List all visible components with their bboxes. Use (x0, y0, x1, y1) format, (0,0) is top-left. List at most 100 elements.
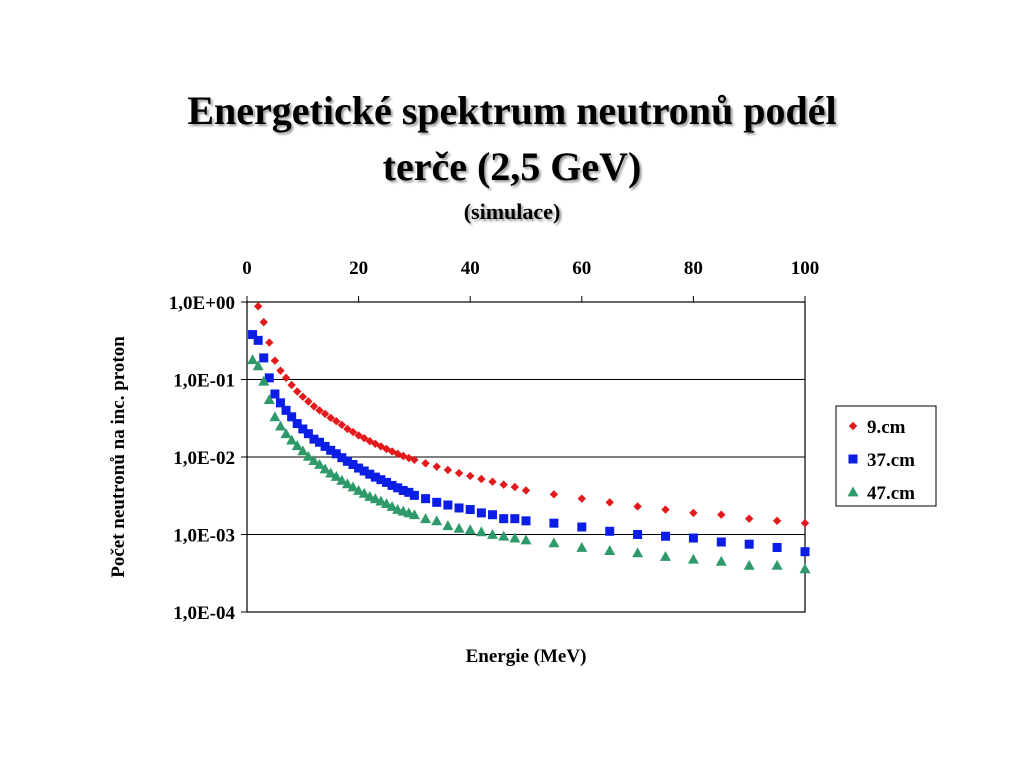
data-point (476, 508, 486, 518)
data-point (270, 389, 280, 399)
data-point (549, 518, 559, 528)
y-tick-label: 1,0E-03 (173, 526, 235, 547)
data-point (442, 520, 454, 531)
data-point (386, 500, 398, 511)
data-point (332, 416, 341, 426)
data-point (337, 420, 347, 430)
data-point (348, 460, 358, 470)
data-point (432, 462, 441, 471)
data-point (499, 514, 509, 524)
data-series (247, 302, 811, 574)
data-point (717, 510, 726, 519)
data-point (370, 472, 380, 482)
data-point (453, 522, 465, 533)
data-point (265, 338, 274, 347)
data-point (308, 455, 320, 465)
data-point (264, 373, 274, 383)
data-point (475, 526, 487, 537)
data-point (689, 508, 698, 518)
data-point (521, 516, 531, 526)
data-point (443, 465, 453, 475)
data-point (369, 493, 381, 504)
data-point (314, 459, 326, 469)
data-point (347, 481, 359, 492)
data-point (661, 505, 670, 514)
series-47-cm (247, 354, 811, 574)
data-point (287, 380, 296, 390)
data-point (410, 455, 419, 465)
data-point (464, 524, 476, 535)
data-point (465, 505, 475, 515)
data-point (799, 563, 811, 574)
data-point (577, 494, 586, 503)
data-point (341, 478, 353, 489)
data-point (421, 459, 430, 468)
data-point (715, 555, 727, 566)
data-point (297, 445, 309, 456)
data-point (309, 434, 319, 444)
data-point (381, 498, 392, 509)
data-point (259, 353, 269, 363)
data-point (432, 497, 442, 507)
data-point (342, 456, 352, 466)
data-point (298, 392, 307, 401)
series-9-cm (253, 302, 810, 528)
data-point (408, 509, 420, 520)
data-point (744, 539, 754, 549)
legend-label: 9.cm (867, 417, 906, 438)
data-point (258, 375, 270, 386)
data-point (498, 530, 510, 541)
data-point (263, 394, 275, 405)
y-axis: 1,0E+00 1,0E-01 1,0E-02 1,0E-03 1,0E-04 (169, 293, 247, 624)
data-point (252, 360, 264, 371)
data-point (743, 559, 755, 570)
data-point (326, 445, 336, 455)
y-axis-title: Počet neutronů na inc. proton (108, 336, 129, 578)
data-point (348, 427, 358, 437)
data-point (443, 500, 453, 510)
x-tick-label: 100 (791, 258, 820, 279)
legend-marker (848, 454, 858, 464)
data-point (280, 428, 292, 439)
data-point (247, 354, 259, 365)
y-tick-label: 1,0E-04 (173, 603, 235, 624)
data-point (276, 366, 285, 375)
data-point (409, 490, 419, 500)
legend-label: 37.cm (867, 450, 915, 471)
data-point (521, 486, 531, 495)
data-point (466, 471, 475, 481)
data-point (292, 419, 302, 429)
data-point (298, 424, 308, 434)
data-point (309, 402, 319, 411)
x-axis: 0 20 40 60 80 100 (242, 258, 819, 302)
data-point (253, 302, 263, 311)
x-tick-label: 20 (349, 258, 368, 279)
data-point (772, 516, 782, 526)
data-point (393, 483, 403, 493)
data-point (302, 450, 314, 461)
data-point (269, 411, 281, 422)
series-37-cm (248, 330, 810, 557)
data-point (304, 397, 313, 406)
data-point (281, 405, 291, 415)
data-point (687, 553, 699, 564)
legend-item: 37.cm (848, 450, 915, 471)
data-point (343, 424, 352, 434)
y-tick-label: 1,0E+00 (169, 293, 235, 314)
data-point (387, 480, 397, 490)
data-point (633, 530, 643, 539)
data-point (376, 475, 386, 485)
data-point (421, 494, 431, 504)
data-point (325, 467, 337, 478)
data-point (270, 356, 280, 365)
data-point (510, 482, 520, 492)
data-point (353, 484, 365, 495)
data-point (549, 490, 559, 499)
legend-item: 9.cm (848, 417, 906, 438)
data-point (520, 534, 532, 545)
data-point (800, 547, 810, 557)
data-point (431, 515, 443, 526)
slide-title-line-2: terče (2,5 GeV) (382, 144, 642, 189)
y-tick-label: 1,0E-02 (173, 448, 235, 469)
